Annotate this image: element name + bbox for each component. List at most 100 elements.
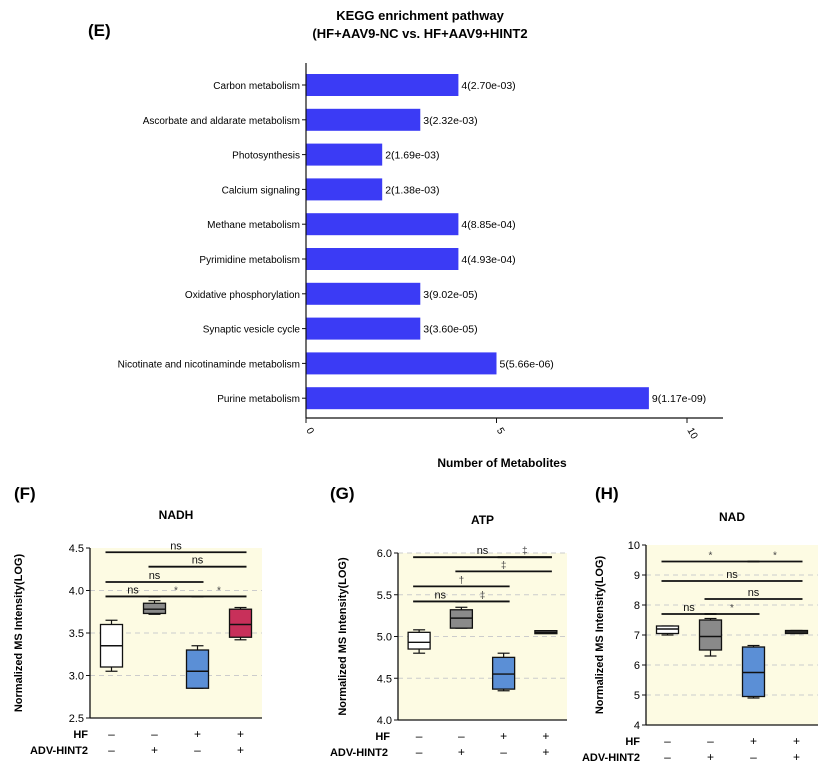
significance-label: ‡ — [522, 546, 528, 557]
adv-sign: + — [151, 743, 158, 757]
adv-sign: + — [458, 745, 465, 759]
bar-data-label: 4(4.93e-04) — [461, 254, 515, 266]
bar-data-label: 4(8.85e-04) — [461, 219, 515, 231]
bar-data-label: 4(2.70e-03) — [461, 80, 515, 92]
significance-label: ns — [170, 540, 182, 552]
x-tick-label: 5 — [494, 426, 507, 437]
significance-label: ‡ — [501, 560, 507, 571]
significance-label: ns — [149, 570, 161, 582]
box — [407, 631, 431, 650]
adv-sign: – — [750, 750, 757, 764]
chart-title: ATP — [471, 513, 494, 527]
hf-sign: + — [500, 729, 507, 743]
box — [185, 649, 210, 689]
y-axis-label: Normalized MS Intensity(LOG) — [13, 554, 25, 713]
panel-f-letter: (F) — [14, 484, 36, 503]
y-tick-label: 4.5 — [69, 543, 84, 555]
box — [142, 602, 167, 615]
bar-layer: Carbon metabolism 4(2.70e-03) Ascorbate an… — [118, 74, 706, 410]
bar — [306, 282, 421, 305]
y-axis-label: Normalized MS Intensity(LOG) — [594, 556, 606, 715]
adv-row-label: ADV-HINT2 — [30, 745, 88, 757]
category-label: Synaptic vesicle cycle — [203, 325, 301, 336]
panel-h-letter: (H) — [595, 484, 619, 503]
significance-label: ns — [748, 587, 760, 599]
y-tick-label: 10 — [628, 540, 640, 552]
adv-sign: + — [793, 750, 800, 764]
atp-boxplot: 4.0 4.5 5.0 5.5 6.0 ATP Normalized MS Intensit… — [330, 513, 567, 759]
hf-sign: – — [707, 734, 714, 748]
box — [449, 609, 474, 629]
significance-label: * — [709, 551, 713, 562]
bar-data-label: 3(3.60e-05) — [423, 324, 477, 336]
significance-label: † — [459, 575, 465, 586]
bar — [306, 108, 421, 131]
significance-label: ns — [192, 555, 204, 567]
nad-boxplot: 4 5 6 7 8 9 10 NAD Normalized MS Intensity(LOG) *… — [582, 510, 818, 764]
y-tick-label: 6 — [634, 660, 640, 672]
y-tick-label: 4.0 — [69, 586, 84, 598]
category-label: Carbon metabolism — [213, 81, 300, 92]
adv-sign: – — [500, 745, 507, 759]
bar — [306, 143, 383, 166]
y-axis-label: Normalized MS Intensity(LOG) — [337, 557, 349, 716]
hf-sign: – — [664, 734, 671, 748]
panel-f: (F) 2.5 3.0 3.5 4.0 4.5 NADH Normalized MS Int… — [13, 484, 262, 757]
category-label: Purine metabolism — [217, 394, 300, 405]
bar — [306, 248, 459, 270]
chart-e-title: KEGG enrichment pathway — [336, 8, 504, 23]
bar — [306, 213, 459, 236]
y-tick-label: 8 — [634, 600, 640, 612]
y-tick-label: 5.0 — [377, 632, 392, 644]
x-tick-layer: 0 5 10 — [303, 418, 700, 442]
hf-sign: + — [194, 727, 201, 741]
y-tick-label: 5.5 — [377, 590, 392, 602]
hf-sign: + — [793, 734, 800, 748]
hf-sign: + — [542, 729, 549, 743]
adv-sign: – — [416, 745, 423, 759]
significance-label: ‡ — [480, 590, 486, 601]
panel-h: (H) 4 5 6 7 8 9 10 NAD Normalized MS Intensity(L… — [582, 484, 818, 764]
bar-data-label: 2(1.38e-03) — [385, 184, 439, 196]
bar-data-label: 3(9.02e-05) — [423, 289, 477, 301]
bar — [306, 178, 383, 201]
x-tick-label: 10 — [684, 426, 699, 442]
y-tick-label: 4.0 — [377, 715, 392, 727]
significance-label: ns — [434, 589, 446, 601]
hf-sign: – — [151, 727, 158, 741]
significance-label: * — [730, 603, 734, 614]
adv-sign: + — [542, 745, 549, 759]
y-tick-label: 5 — [634, 690, 640, 702]
hf-row-label: HF — [73, 729, 88, 741]
bar-data-label: 2(1.69e-03) — [385, 150, 439, 162]
hf-row-label: HF — [375, 731, 390, 743]
box — [655, 625, 680, 635]
hf-sign: – — [416, 729, 423, 743]
x-axis-label: Number of Metabolites — [437, 456, 567, 470]
bar-data-label: 5(5.66e-06) — [500, 358, 554, 370]
category-label: Methane metabolism — [207, 220, 300, 231]
hf-sign: – — [108, 727, 115, 741]
significance-label: * — [174, 585, 178, 596]
hf-row-label: HF — [625, 736, 640, 748]
panel-g: (G) 4.0 4.5 5.0 5.5 6.0 ATP Normalized MS Inte… — [330, 484, 567, 759]
y-tick-label: 9 — [634, 570, 640, 582]
box — [228, 608, 253, 638]
category-label: Oxidative phosphorylation — [185, 290, 300, 301]
adv-sign: – — [194, 743, 201, 757]
panel-e: (E) KEGG enrichment pathway (HF+AAV9-NC … — [88, 8, 723, 470]
chart-e-subtitle: (HF+AAV9-NC vs. HF+AAV9+HINT2 — [312, 26, 527, 41]
y-tick-label: 3.5 — [69, 628, 84, 640]
bar — [306, 387, 649, 410]
adv-sign: + — [237, 743, 244, 757]
significance-label: * — [217, 585, 221, 596]
chart-title: NAD — [719, 510, 745, 524]
bar-data-label: 3(2.32e-03) — [423, 115, 477, 127]
panel-e-letter: (E) — [88, 21, 111, 40]
significance-label: ns — [127, 584, 139, 596]
significance-label: ns — [726, 569, 738, 581]
adv-row-label: ADV-HINT2 — [582, 752, 640, 764]
adv-sign: – — [664, 750, 671, 764]
bar-data-label: 9(1.17e-09) — [652, 393, 706, 405]
category-label: Pyrimidine metabolism — [199, 255, 300, 266]
